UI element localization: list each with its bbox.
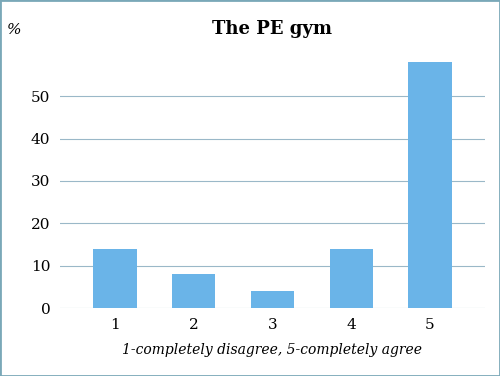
Text: %: % xyxy=(7,23,22,37)
Bar xyxy=(172,274,216,308)
Bar xyxy=(408,62,452,308)
X-axis label: 1-completely disagree, 5-completely agree: 1-completely disagree, 5-completely agre… xyxy=(122,343,422,357)
Bar xyxy=(94,249,136,308)
Bar xyxy=(251,291,294,308)
Bar xyxy=(330,249,373,308)
Title: The PE gym: The PE gym xyxy=(212,20,332,38)
